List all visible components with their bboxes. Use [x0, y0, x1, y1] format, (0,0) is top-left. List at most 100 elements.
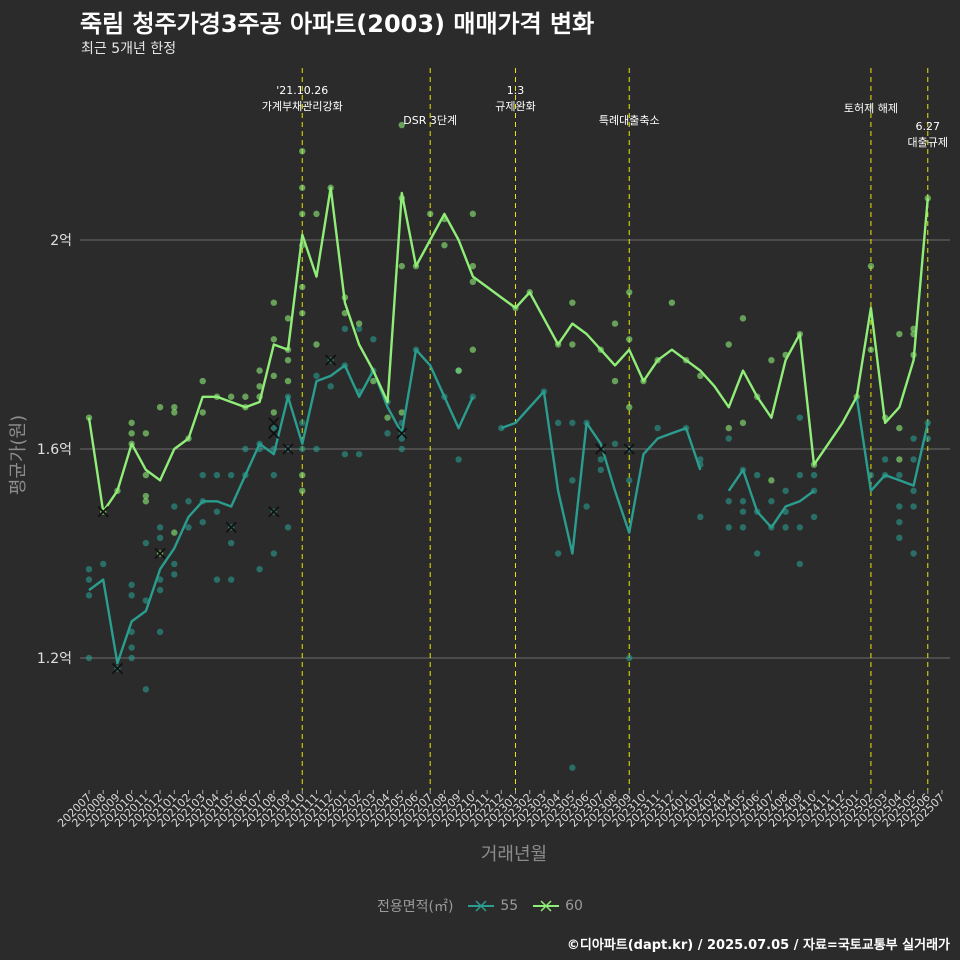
transaction-point-55-108: [796, 471, 804, 479]
y-tick-label-1: 1.6억: [37, 442, 72, 458]
transaction-point-55-58: [355, 451, 363, 458]
transaction-point-60-48: [384, 414, 391, 421]
transaction-point-55-53: [341, 325, 349, 333]
transaction-point-55-10: [128, 654, 135, 662]
transaction-point-55-11: [142, 539, 150, 547]
transaction-point-60-61: [469, 346, 477, 353]
transaction-point-55-6: [128, 581, 135, 589]
transaction-point-60-46: [355, 320, 363, 327]
transaction-point-55-50: [313, 445, 320, 453]
transaction-point-55-18: [156, 628, 164, 636]
transaction-point-55-118: [896, 503, 903, 510]
transaction-point-60-69: [611, 377, 619, 385]
transaction-point-60-58: [469, 210, 477, 218]
transaction-point-55-75: [554, 550, 562, 557]
transaction-point-55-23: [185, 524, 192, 531]
transaction-point-60-3: [128, 419, 135, 427]
transaction-point-60-6: [142, 430, 150, 437]
page-title: 죽림 청주가경3주공 아파트(2003) 매매가격 변화: [80, 10, 595, 38]
transaction-point-60-77: [697, 372, 704, 380]
transaction-point-60-13: [171, 409, 178, 416]
transaction-point-55-29: [213, 576, 221, 583]
transaction-point-55-82: [597, 466, 604, 474]
transaction-point-60-59: [469, 262, 477, 270]
transaction-point-60-90: [867, 346, 875, 353]
transaction-point-60-37: [299, 283, 306, 291]
transaction-point-60-29: [284, 315, 292, 322]
overlap-marker-60-0: [97, 506, 109, 518]
transaction-point-55-94: [725, 524, 732, 531]
legend-label-60: 60: [565, 898, 583, 914]
transaction-point-55-34: [242, 445, 249, 453]
transaction-point-60-49: [398, 121, 405, 129]
transaction-points: [85, 121, 931, 771]
transaction-point-60-9: [142, 498, 150, 505]
event-annotation-0-1: 가계부채관리강화: [262, 100, 343, 113]
transaction-point-60-10: [156, 404, 164, 411]
transaction-point-55-12: [142, 597, 150, 604]
transaction-point-55-70: [455, 456, 462, 463]
overlap-marker-55-7: [396, 427, 408, 439]
transaction-point-55-123: [910, 487, 917, 494]
transaction-point-55-21: [171, 571, 178, 578]
transaction-point-60-79: [725, 424, 732, 432]
transaction-point-55-38: [256, 565, 263, 573]
transaction-point-55-99: [753, 471, 761, 479]
transaction-point-55-59: [370, 336, 377, 343]
overlap-marker-55-2: [268, 417, 280, 429]
transaction-point-60-89: [867, 262, 875, 270]
transaction-point-55-96: [739, 498, 747, 505]
transaction-point-55-115: [881, 456, 889, 463]
transaction-point-55-93: [725, 498, 732, 505]
transaction-point-60-80: [739, 315, 747, 322]
transaction-point-55-20: [171, 560, 178, 568]
transaction-point-60-7: [142, 471, 150, 479]
transaction-point-55-13: [142, 686, 150, 693]
transaction-point-55-22: [185, 498, 192, 505]
event-annotation-2-1: 규제완화: [495, 100, 535, 113]
transaction-point-55-14: [156, 524, 164, 531]
transaction-point-55-27: [213, 471, 221, 479]
transaction-point-55-2: [85, 592, 93, 599]
transaction-point-60-16: [199, 377, 206, 385]
transaction-point-55-97: [739, 508, 747, 515]
event-lines: [301, 68, 929, 790]
overlap-marker-55-4: [268, 506, 280, 518]
transaction-point-60-45: [341, 309, 349, 317]
legend-item-60[interactable]: 60: [531, 898, 583, 914]
legend-item-55[interactable]: 55: [466, 898, 518, 914]
x-tick-labels: 2020072020082020092020102020112020122021…: [55, 790, 947, 830]
transaction-point-55-15: [156, 534, 164, 542]
transaction-point-55-65: [398, 435, 405, 442]
transaction-point-60-65: [569, 299, 576, 306]
event-annotation-3-0: 특례대출축소: [599, 114, 660, 127]
transaction-point-55-3: [85, 654, 93, 662]
transaction-point-60-8: [142, 492, 150, 500]
transaction-point-60-35: [299, 210, 306, 218]
transaction-point-60-94: [896, 456, 903, 463]
transaction-point-60-66: [569, 341, 576, 348]
transaction-point-60-57: [455, 367, 462, 374]
transaction-point-55-7: [128, 592, 135, 599]
transaction-point-55-87: [654, 424, 661, 432]
transaction-point-55-119: [896, 518, 903, 526]
overlap-marker-55-8: [595, 443, 607, 455]
transaction-point-60-33: [299, 147, 306, 155]
transaction-point-55-106: [782, 524, 789, 531]
transaction-point-55-47: [299, 419, 306, 427]
transaction-point-60-22: [256, 367, 263, 374]
transaction-point-55-56: [355, 325, 363, 333]
transaction-point-60-52: [398, 409, 405, 416]
transaction-point-55-110: [796, 560, 804, 568]
transaction-point-60-31: [284, 356, 292, 364]
transaction-point-55-26: [199, 518, 206, 526]
transaction-point-60-83: [768, 356, 775, 364]
overlap-marker-55-1: [225, 521, 237, 534]
transaction-point-55-30: [227, 471, 235, 479]
transaction-point-55-0: [85, 565, 93, 573]
legend-swatch-55: [467, 900, 494, 912]
transaction-point-60-70: [626, 289, 633, 296]
event-annotation-5-0: 6.27: [916, 120, 941, 133]
transaction-point-55-28: [213, 508, 221, 515]
